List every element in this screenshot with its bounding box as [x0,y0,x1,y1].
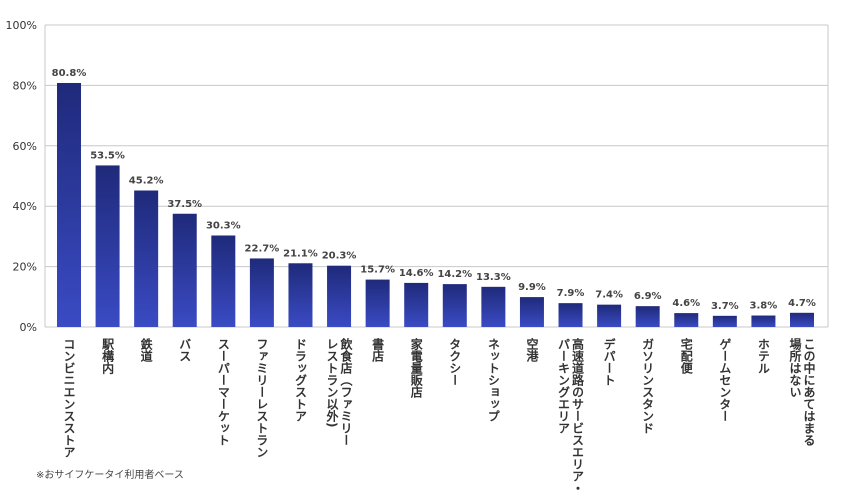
category-label: 飲食店（ファミリー [339,337,353,446]
y-tick-label: 80% [13,79,37,92]
bar [712,315,737,327]
value-label: 45.2% [129,175,164,186]
bar [57,82,81,327]
category-label: 家電量販店 [409,337,423,399]
bar [481,286,506,327]
y-tick-label: 20% [13,261,37,274]
category-label: ネットショップ [486,338,500,422]
bar [404,282,429,327]
category-label: ファミリーレストラン [255,338,269,458]
value-labels: 80.8% 53.5% 45.2% 37.5% 30.3% 22.7% 21.1% 20.3%… [52,68,816,312]
y-tick-label: 60% [13,140,37,153]
category-label: 場所はない [788,337,802,398]
value-label: 13.3% [476,272,511,283]
y-tick-label: 100% [6,19,37,32]
category-label: タクシー [448,338,462,386]
value-label: 30.3% [206,220,241,231]
category-label: バス [178,338,192,362]
bar [442,284,467,327]
value-label: 3.7% [711,301,739,312]
category-label: デパート [602,337,616,386]
category-label: パーキングエリア [557,338,571,434]
value-label: 4.6% [672,298,700,309]
bar [134,190,159,327]
category-label: ホテル [756,338,770,374]
value-label: 6.9% [634,291,662,302]
value-label: 7.4% [595,290,623,301]
category-labels: コンビニエンスストア 駅構内 鉄道 バス スーパーマーケット ファミリーレストラン ドラッグ… [62,337,816,493]
bars [57,82,814,327]
value-label: 14.6% [399,268,434,279]
y-tick-label: 0% [20,321,37,334]
category-label: 空港 [525,337,539,363]
bar [751,315,776,327]
category-label: 駅構内 [101,338,115,375]
category-label: コンビニエンスストア [62,338,76,458]
value-label: 53.5% [90,150,125,161]
category-label: レストラン以外) [325,338,339,427]
bar [249,258,274,327]
category-label: ゲームセンター [718,337,732,422]
bar [288,263,313,327]
bar [172,213,197,327]
bar [519,297,544,327]
bar [597,304,622,327]
value-label: 21.1% [283,248,318,259]
value-label: 3.8% [750,301,778,312]
bar [635,306,660,327]
footnote: ※おサイフケータイ利用者ベース [36,470,184,481]
value-label: 80.8% [52,68,87,79]
y-tick-label: 40% [13,200,37,213]
bar [327,265,352,327]
bar [95,165,120,327]
bar [211,235,236,327]
bar [558,303,583,327]
category-label: 宅配便 [679,337,693,375]
value-label: 9.9% [518,282,546,293]
category-label: 高速道路のサービスエリア・ [571,337,585,493]
category-label: 鉄道 [139,337,153,363]
value-label: 7.9% [557,288,585,299]
bar [790,312,814,327]
value-label: 20.3% [322,251,357,262]
category-label: 書店 [371,337,385,363]
category-label: ドラッグストア [293,338,307,422]
category-label: スーパーマーケット [216,338,230,446]
value-label: 15.7% [360,265,395,276]
bar [365,279,390,327]
value-label: 4.7% [788,298,816,309]
value-label: 37.5% [167,199,202,210]
category-label: ガソリンスタンド [641,338,655,434]
bar [674,313,699,327]
category-label: この中にあてはまる [802,338,816,446]
value-label: 14.2% [437,269,472,280]
value-label: 22.7% [245,243,280,254]
y-axis-ticks: 0% 20% 40% 60% 80% 100% [6,19,37,334]
